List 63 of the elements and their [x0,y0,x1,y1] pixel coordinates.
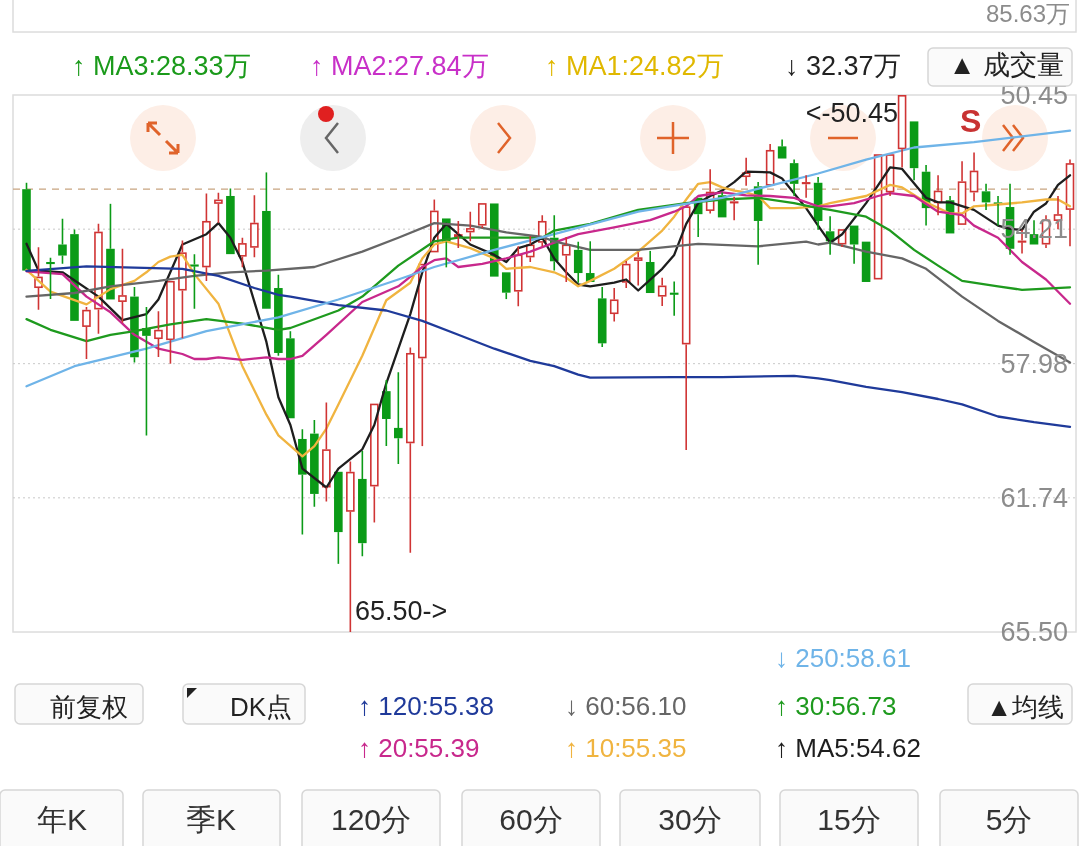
candlestick [573,240,583,284]
candlestick [346,460,355,633]
text: ↑ 10:55.35 [565,733,687,763]
candlestick [394,371,403,465]
text: 85.63万 [985,0,1070,27]
candlestick [58,218,67,265]
candlestick [969,151,979,203]
text: ↑ MA5:54.62 [775,733,921,763]
candlestick [897,95,907,169]
text: ↓ 60:56.10 [565,691,687,721]
text: ▲均线 [986,692,1064,722]
candlestick [82,306,91,360]
text: 季K [185,803,237,836]
candlestick [513,245,523,308]
annotation: 65.50-> [355,596,448,626]
y-tick-label: 57.98 [1000,348,1068,379]
candlestick [250,194,259,259]
text: 30分 [658,803,722,836]
annotation: S [960,103,982,139]
candlestick [358,450,367,558]
text: ▲ 成交量 [948,50,1064,80]
candlestick [118,247,127,324]
candlestick [190,253,199,310]
text: ↓ 250:58.61 [775,643,911,673]
candlestick [334,471,343,565]
text: 5分 [985,803,1033,836]
candlestick [262,171,271,309]
candlestick [46,256,55,300]
text: 年K [36,803,88,836]
candlestick [154,310,163,358]
text: ↓ 32.37万 [785,51,901,81]
text: ↑ 120:55.38 [358,691,494,721]
candlestick [465,210,475,243]
candlestick [202,192,211,282]
text: 60分 [499,803,563,836]
text: ↑ MA1:24.82万 [545,51,724,81]
candlestick [477,203,487,229]
candlestick [777,138,787,159]
y-tick-label: 61.74 [1000,482,1068,513]
candlestick [370,403,379,524]
candlestick [561,236,571,283]
text: 15分 [817,803,881,836]
candlestick [597,286,607,348]
annotation: <-50.45 [805,98,898,128]
candlestick [657,276,667,307]
text: 前复权 [50,692,128,722]
candlestick [981,183,991,211]
candlestick [406,346,415,554]
text: 120分 [330,803,412,836]
text: ↑ 30:56.73 [775,691,897,721]
text: DK点 [229,692,292,722]
candlestick [166,280,175,365]
candlestick [609,287,619,323]
candlestick [214,191,223,224]
y-tick-label: 65.50 [1000,617,1068,647]
candlestick [801,174,811,199]
text: ↑ MA3:28.33万 [72,51,251,81]
candlestick [322,401,331,503]
text: ↑ 20:55.39 [358,733,480,763]
candlestick [382,379,391,447]
candlestick [729,195,739,222]
text: ↑ MA2:27.84万 [310,51,489,81]
candlestick [633,251,643,287]
